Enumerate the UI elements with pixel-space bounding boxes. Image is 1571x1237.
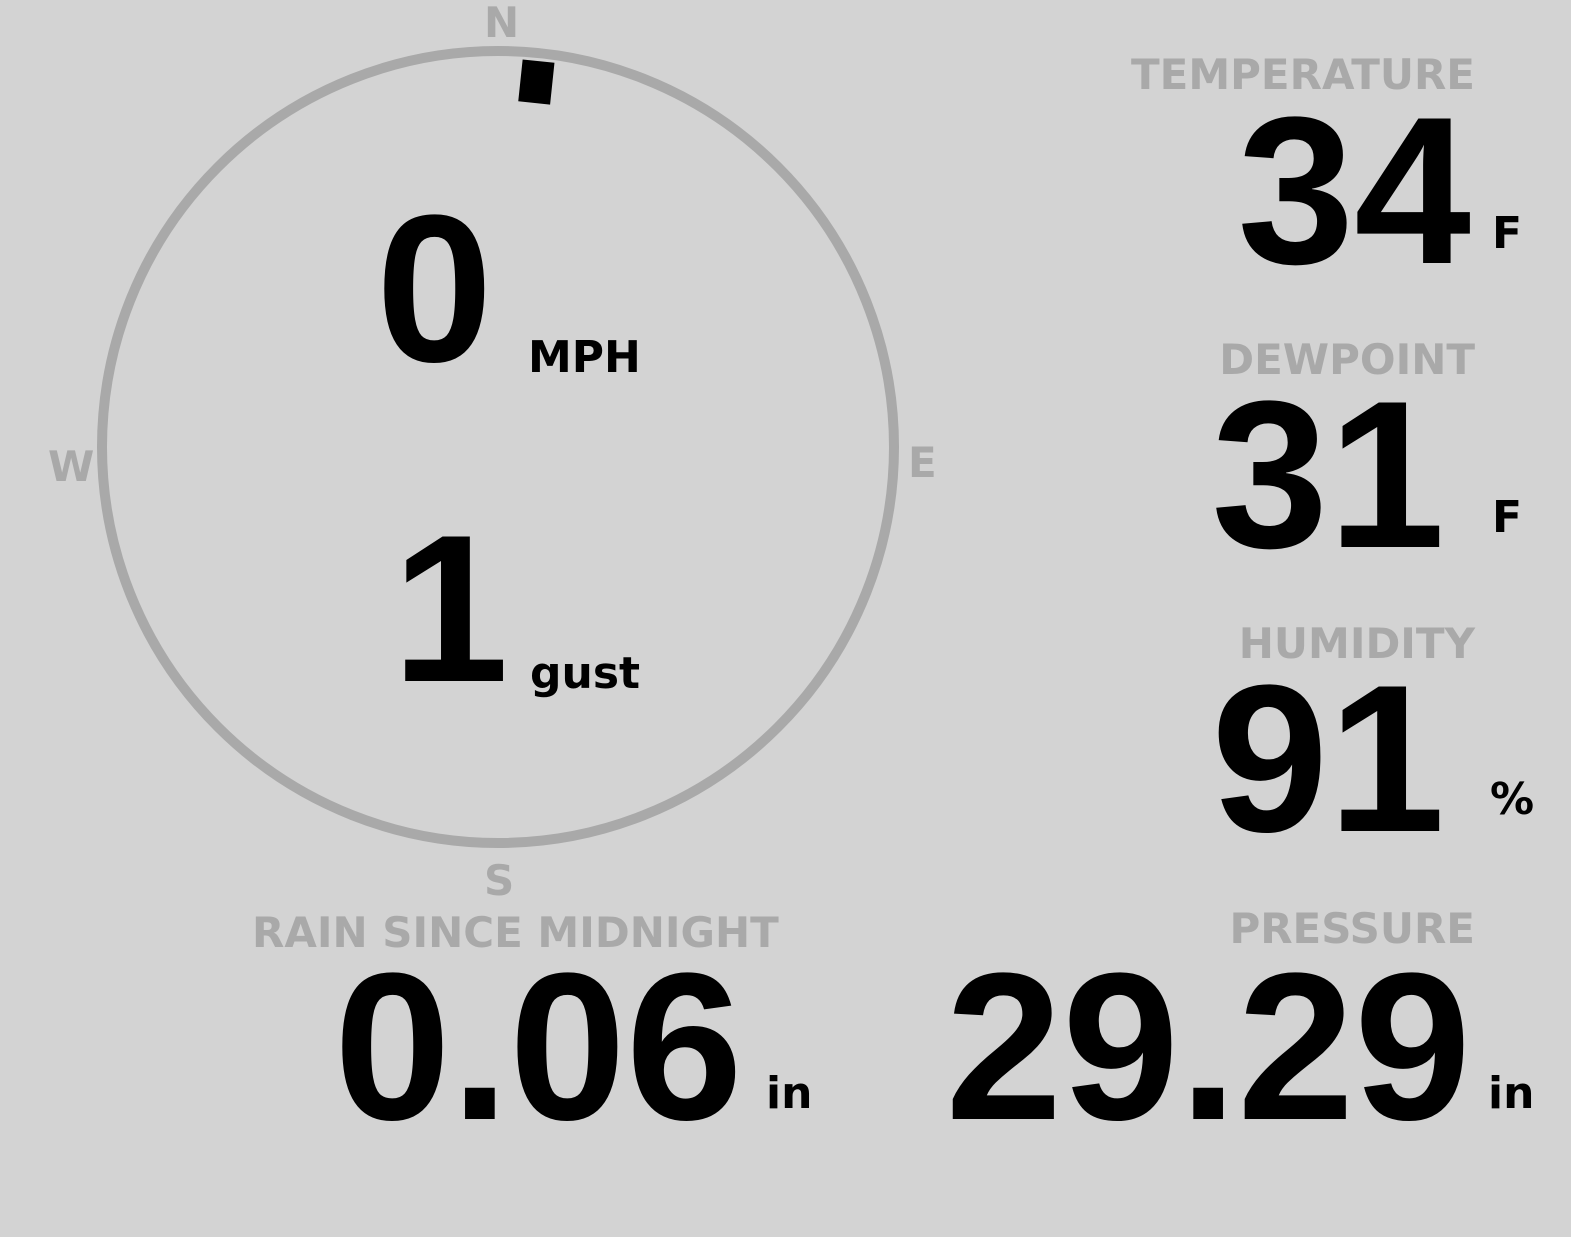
pressure-label: PRESSURE	[1229, 904, 1475, 953]
compass-west-label: W	[48, 442, 95, 491]
wind-gust-unit: gust	[530, 648, 641, 699]
rain-unit: in	[766, 1068, 813, 1119]
dewpoint-value: 31	[1211, 357, 1445, 592]
wind-speed-value: 0	[376, 171, 493, 406]
compass-east-label: E	[908, 438, 937, 487]
wind-gust-value: 1	[392, 491, 509, 726]
compass-ring	[97, 46, 899, 848]
compass-north-label: N	[484, 0, 520, 47]
rain-value: 0.06	[334, 929, 743, 1164]
temperature-value: 34	[1237, 73, 1471, 308]
pressure-value: 29.29	[945, 929, 1471, 1164]
dewpoint-unit: F	[1492, 492, 1523, 543]
temperature-unit: F	[1492, 208, 1523, 259]
humidity-unit: %	[1490, 774, 1535, 825]
dewpoint-label: DEWPOINT	[1219, 335, 1475, 384]
pressure-unit: in	[1488, 1068, 1535, 1119]
wind-speed-unit: MPH	[528, 332, 641, 383]
humidity-label: HUMIDITY	[1238, 619, 1475, 668]
humidity-value: 91	[1211, 641, 1445, 876]
temperature-label: TEMPERATURE	[1131, 50, 1475, 99]
rain-label: RAIN SINCE MIDNIGHT	[252, 908, 779, 957]
wind-direction-needle	[518, 59, 555, 105]
compass-south-label: S	[484, 856, 515, 905]
